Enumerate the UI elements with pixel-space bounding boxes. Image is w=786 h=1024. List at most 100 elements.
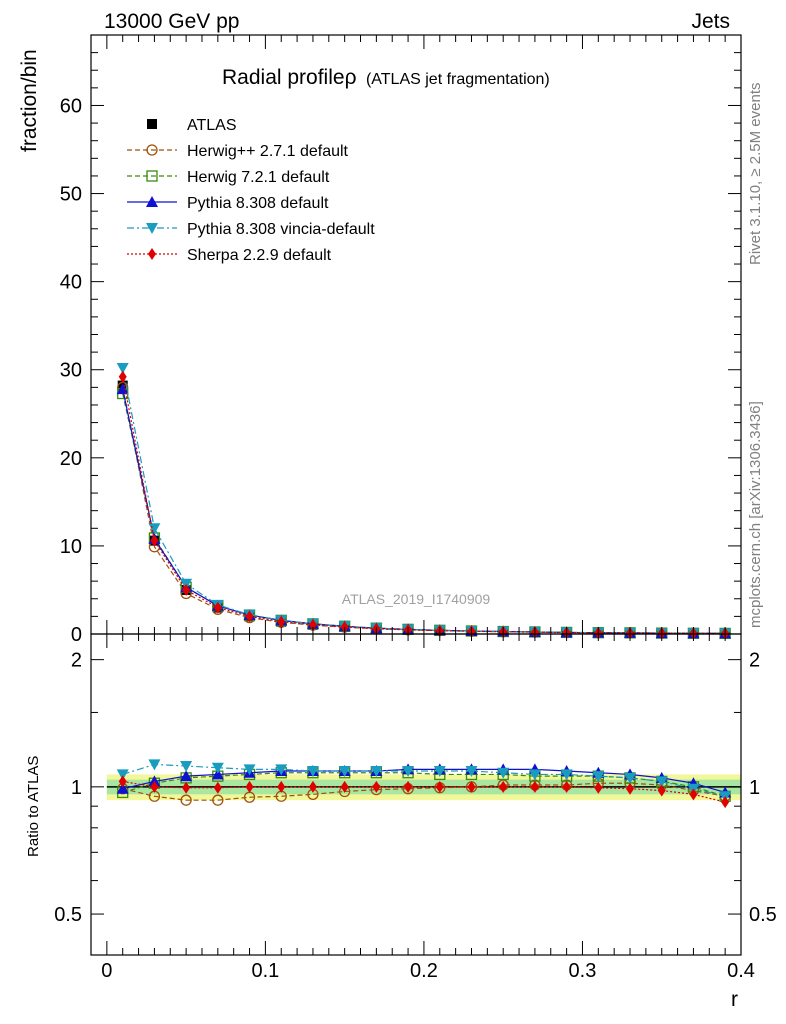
ratio-ytick-label-2: 2 <box>71 650 82 672</box>
ratio-plot: 0.5 0.5 1 1 2 2 0 0.1 0.2 0.3 0.4 <box>54 35 777 982</box>
ratio-point-s4-15 <box>594 781 603 794</box>
ratio-point-s4-19 <box>721 796 730 809</box>
ratio-point-s3-4 <box>243 764 256 776</box>
ratio-point-s3-3 <box>211 762 224 774</box>
ratio-series-line-3 <box>122 763 726 797</box>
legend-symbol-atlas <box>147 119 157 129</box>
ratio-point-s3-10 <box>433 766 446 778</box>
xtick-label-1: 0.1 <box>251 960 279 982</box>
legend-label-atlas: ATLAS <box>187 117 237 134</box>
main-point-s5-2 <box>182 583 191 596</box>
ratio-ytick-label-0: 0.5 <box>54 904 82 926</box>
legend-entry-herwig7: Herwig 7.2.1 default <box>127 169 330 186</box>
ratio-point-s4-4 <box>245 780 254 793</box>
main-point-s5-0 <box>118 370 127 383</box>
header-left: 13000 GeV pp <box>104 10 239 33</box>
legend-marker-2 <box>146 170 158 182</box>
ratio-ylabel: Ratio to ATLAS <box>25 756 42 857</box>
ratio-point-s4-3 <box>213 781 222 794</box>
main-ytick-label-1: 10 <box>60 536 82 558</box>
header-right: Jets <box>691 10 730 33</box>
main-ytick-label-6: 60 <box>60 95 82 117</box>
ratio-point-s4-2 <box>182 781 191 794</box>
legend-entry-pythia: Pythia 8.308 default <box>127 195 329 212</box>
ratio-point-s2-0 <box>116 782 129 794</box>
ratio-point-s2-3 <box>211 768 224 780</box>
legend-label-pythia: Pythia 8.308 default <box>187 195 329 212</box>
ratio-point-s3-16 <box>624 772 637 784</box>
ratio-point-s0-3 <box>212 794 224 806</box>
legend-entry-vincia: Pythia 8.308 vincia-default <box>127 221 375 238</box>
ratio-point-s3-8 <box>370 766 383 778</box>
main-ytick-label-4: 40 <box>60 272 82 294</box>
ratio-point-s4-6 <box>308 780 317 793</box>
ratio-point-s4-16 <box>626 782 635 795</box>
main-point-s4-1 <box>148 523 161 535</box>
ratio-point-s4-0 <box>118 775 127 788</box>
legend-symbol-pythia <box>127 196 177 207</box>
legend-marker-1 <box>146 144 158 156</box>
legend-label-vincia: Pythia 8.308 vincia-default <box>187 221 375 238</box>
watermark: ATLAS_2019_I1740909 <box>342 591 491 607</box>
ratio-point-s3-15 <box>592 771 605 783</box>
legend-label-herwigpp: Herwig++ 2.7.1 default <box>187 143 349 160</box>
ratio-ytick-label-right-2: 2 <box>749 650 760 672</box>
ratio-point-s4-11 <box>467 780 476 793</box>
chart-title-sub: (ATLAS jet fragmentation) <box>366 71 550 88</box>
ratio-point-s4-9 <box>404 780 413 793</box>
ratio-point-s3-7 <box>338 766 351 778</box>
legend-label-sherpa: Sherpa 2.2.9 default <box>187 247 332 264</box>
ratio-series-line-4 <box>122 780 726 803</box>
legend-entry-herwigpp: Herwig++ 2.7.1 default <box>127 143 349 160</box>
chart-title: Radial profileρ (ATLAS jet fragmentation… <box>222 66 550 89</box>
main-ytick-label-3: 30 <box>60 360 82 382</box>
main-ytick-label-0: 0 <box>71 624 82 646</box>
ratio-point-s4-7 <box>340 780 349 793</box>
ratio-point-s3-13 <box>528 769 541 781</box>
ratio-point-s3-14 <box>560 769 573 781</box>
xtick-label-4: 0.4 <box>727 960 755 982</box>
xtick-label-3: 0.3 <box>569 960 597 982</box>
main-point-s5-5 <box>277 615 286 628</box>
xtick-label-2: 0.2 <box>410 960 438 982</box>
main-ytick-label-5: 50 <box>60 184 82 206</box>
xtick-label-0: 0 <box>101 960 112 982</box>
ratio-point-s3-2 <box>180 761 193 773</box>
ratio-point-s4-8 <box>372 780 381 793</box>
ratio-point-s4-10 <box>435 780 444 793</box>
ratio-point-s4-1 <box>150 780 159 793</box>
legend-marker-4 <box>146 223 158 234</box>
legend-symbol-herwigpp <box>127 144 177 156</box>
ratio-point-s4-5 <box>277 780 286 793</box>
legend-label-herwig7: Herwig 7.2.1 default <box>187 169 330 186</box>
legend-marker-0 <box>147 119 157 129</box>
ratio-point-s3-1 <box>148 759 161 771</box>
ratio-point-s2-2 <box>180 770 193 782</box>
ratio-ytick-label-right-0: 0.5 <box>749 904 777 926</box>
legend-marker-3 <box>146 196 158 207</box>
legend-symbol-herwig7 <box>127 170 177 182</box>
ratio-point-s3-11 <box>465 766 478 778</box>
x-axis-label: r <box>731 988 738 1011</box>
main-point-s3-0 <box>116 383 129 395</box>
main-point-s5-4 <box>245 610 254 623</box>
legend-entry-atlas: ATLAS <box>147 117 237 134</box>
rivet-label: Rivet 3.1.10, ≥ 2.5M events <box>747 83 764 266</box>
ratio-ytick-label-1: 1 <box>71 777 82 799</box>
legend-symbol-vincia <box>127 223 177 234</box>
ratio-frame <box>90 633 742 956</box>
ratio-point-s3-0 <box>116 769 129 781</box>
chart-title-main: Radial profileρ <box>222 66 357 89</box>
main-ylabel: fraction/bin <box>18 49 41 152</box>
ratio-point-s4-12 <box>499 780 508 793</box>
ratio-ytick-label-right-1: 1 <box>749 777 760 799</box>
ratio-point-s3-12 <box>497 767 510 779</box>
ratio-point-s3-5 <box>275 764 288 776</box>
legend: ATLAS Herwig++ 2.7.1 default Herwig 7.2.… <box>127 117 375 264</box>
ratio-point-s4-17 <box>657 784 666 797</box>
ratio-point-s3-9 <box>402 766 415 778</box>
main-point-s5-3 <box>213 601 222 614</box>
main-point-s5-6 <box>308 618 317 631</box>
ratio-point-s3-6 <box>306 766 319 778</box>
